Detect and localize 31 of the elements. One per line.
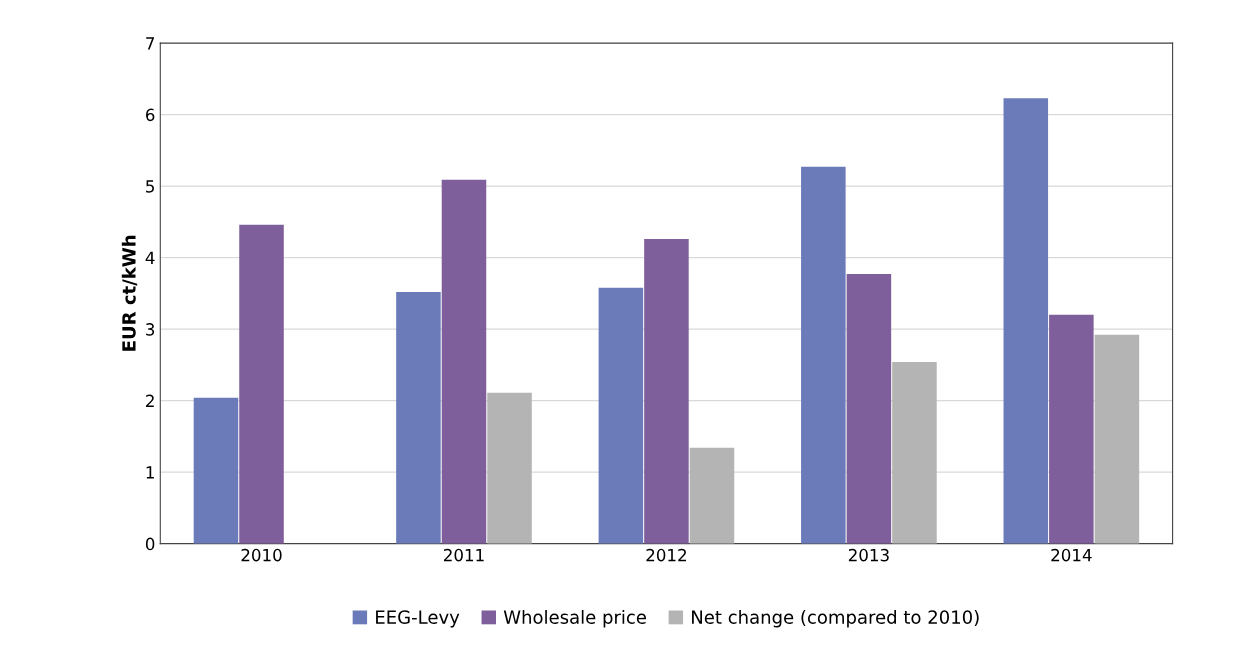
bar xyxy=(441,179,487,544)
y-tick-label: 3 xyxy=(146,323,155,336)
y-tick-label: 4 xyxy=(145,251,155,264)
x-tick-label: 2012 xyxy=(646,548,686,562)
bar xyxy=(801,166,846,544)
x-tick-label: 2013 xyxy=(848,548,889,562)
bar xyxy=(487,392,532,544)
legend-label: Wholesale price xyxy=(503,609,646,628)
y-tick-label: 7 xyxy=(146,37,154,50)
bar xyxy=(644,239,689,544)
bar xyxy=(689,447,735,544)
bar xyxy=(239,224,284,544)
y-axis-title: EUR ct/kWh xyxy=(121,235,138,351)
bar xyxy=(1094,334,1140,544)
bar xyxy=(396,291,441,544)
y-tick-label: 6 xyxy=(145,108,155,122)
x-tick-label: 2014 xyxy=(1051,548,1092,562)
bar xyxy=(193,397,239,544)
bar xyxy=(1049,314,1094,544)
legend-label: Net change (compared to 2010) xyxy=(692,609,979,628)
bar xyxy=(846,274,892,544)
x-tick-label: 2010 xyxy=(241,548,282,562)
bar xyxy=(892,362,937,544)
y-tick-label: 1 xyxy=(146,466,154,479)
y-tick-label: 2 xyxy=(146,394,154,407)
bar xyxy=(598,287,644,544)
y-tick-label: 0 xyxy=(145,537,155,551)
y-tick-label: 5 xyxy=(146,180,154,193)
legend-label: EEG-Levy xyxy=(376,610,460,628)
bar xyxy=(1003,98,1049,544)
x-tick-label: 2011 xyxy=(443,548,484,562)
